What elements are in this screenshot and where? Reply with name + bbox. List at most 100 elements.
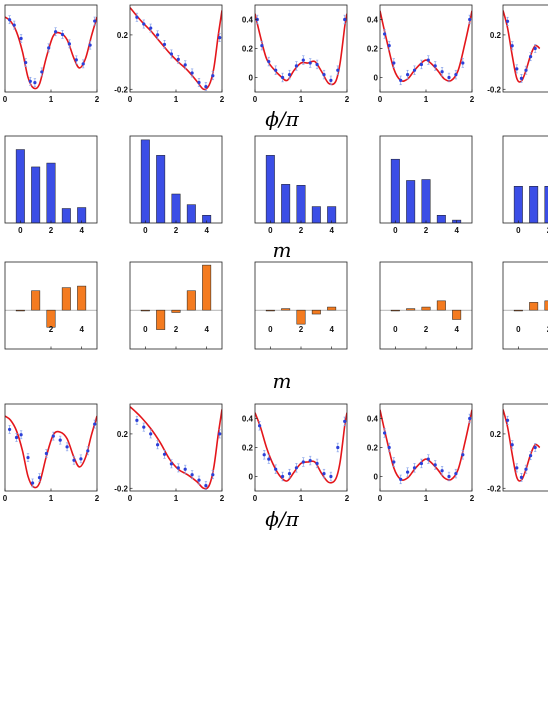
data-point — [211, 74, 215, 78]
plot-area — [380, 409, 472, 485]
fit-curve — [255, 412, 347, 484]
y-tick-label: 0.2 — [242, 444, 254, 453]
data-point — [383, 32, 387, 36]
x-tick-label: 4 — [329, 325, 334, 334]
data-point — [274, 467, 278, 471]
bar — [140, 309, 150, 312]
data-point — [524, 68, 528, 72]
data-point — [524, 467, 528, 471]
plot-area — [5, 415, 97, 489]
data-point — [79, 457, 83, 461]
bar — [529, 186, 539, 223]
data-point — [447, 75, 451, 80]
bar — [406, 308, 416, 311]
data-point — [33, 81, 37, 85]
x-tick-label: 1 — [174, 494, 179, 503]
x-tick-label: 2 — [299, 226, 304, 235]
bar — [296, 309, 306, 325]
row3-xlabel: m — [273, 369, 292, 393]
data-point — [40, 70, 44, 74]
panel-r4c3: 0 1 2 0 0.2 0.4 — [242, 403, 350, 503]
panel-frame — [502, 261, 548, 350]
data-point — [308, 458, 312, 463]
row1-xlabel: ϕ/π — [265, 107, 299, 131]
data-point — [383, 431, 387, 435]
panel-frame — [254, 403, 348, 492]
plot-area — [5, 15, 97, 90]
data-point — [162, 42, 167, 47]
bar — [513, 309, 523, 312]
x-tick-label: 2 — [424, 325, 429, 334]
x-tick-label: 0 — [268, 325, 273, 334]
data-point — [218, 432, 222, 436]
panel-frame — [379, 403, 473, 492]
data-point — [519, 475, 524, 480]
data-point — [329, 78, 333, 82]
data-point — [162, 452, 167, 456]
data-point — [294, 466, 298, 470]
bar — [390, 309, 400, 312]
plot-area — [130, 264, 222, 330]
bar — [156, 309, 166, 330]
data-point — [468, 416, 472, 421]
data-point — [281, 474, 285, 479]
x-tick-label: 2 — [547, 226, 548, 235]
data-point — [28, 79, 32, 83]
data-point — [156, 443, 160, 447]
data-point — [93, 19, 97, 23]
y-tick-label: 0 — [249, 74, 254, 83]
x-tick-label: 4 — [454, 226, 459, 235]
data-point — [287, 73, 292, 77]
x-tick-label: 2 — [220, 95, 225, 104]
x-tick-label: 2 — [547, 325, 548, 334]
plot-area — [503, 10, 541, 83]
data-point — [387, 44, 391, 48]
x-tick-label: 0 — [393, 325, 398, 334]
data-point — [142, 425, 146, 429]
data-point — [336, 68, 340, 72]
y-tick-label: -0.2 — [114, 484, 128, 493]
bar — [327, 306, 337, 311]
x-tick-label: 0 — [143, 325, 148, 334]
x-tick-label: 2 — [220, 494, 225, 503]
data-point — [329, 474, 333, 479]
plot-area — [130, 7, 222, 91]
data-point — [301, 460, 305, 464]
bar — [421, 179, 431, 223]
data-point — [204, 483, 208, 488]
plot-area — [503, 300, 548, 312]
x-tick-label: 2 — [345, 494, 350, 503]
data-point — [24, 60, 28, 65]
x-tick-label: 2 — [470, 95, 475, 104]
data-point — [461, 61, 465, 65]
panel-frame — [4, 4, 98, 93]
panel-frame — [502, 4, 548, 93]
data-point — [510, 443, 514, 447]
panels-layer: 0 1 2 0 1 2 -0.2 0.2 0 1 2 0 0.2 0.4 0 1 2 0 0.2 0.4 -0.2 0.2… — [3, 4, 548, 503]
x-tick-label: 1 — [174, 95, 179, 104]
data-point — [399, 477, 403, 481]
data-point — [260, 44, 264, 48]
data-point — [93, 422, 97, 426]
data-point — [88, 43, 92, 47]
data-point — [510, 44, 514, 48]
bar — [77, 285, 87, 311]
data-point — [67, 42, 71, 46]
panel-r1c3: 0 1 2 0 0.2 0.4 — [242, 4, 350, 104]
data-point — [433, 64, 437, 68]
data-point — [515, 67, 519, 71]
x-tick-label: 0 — [378, 494, 383, 503]
bar — [265, 155, 275, 223]
data-point — [58, 438, 62, 442]
panel-frame — [379, 261, 473, 350]
x-tick-label: 4 — [329, 226, 334, 235]
bar — [265, 309, 275, 312]
y-tick-label: -0.2 — [487, 484, 501, 493]
x-tick-label: 0 — [516, 325, 521, 334]
y-tick-label: 0.4 — [242, 16, 254, 25]
y-tick-label: 0 — [374, 473, 379, 482]
data-point — [54, 30, 58, 34]
data-point — [399, 78, 403, 82]
x-tick-label: 0 — [268, 226, 273, 235]
panel-r2c5: 02 — [502, 135, 548, 235]
